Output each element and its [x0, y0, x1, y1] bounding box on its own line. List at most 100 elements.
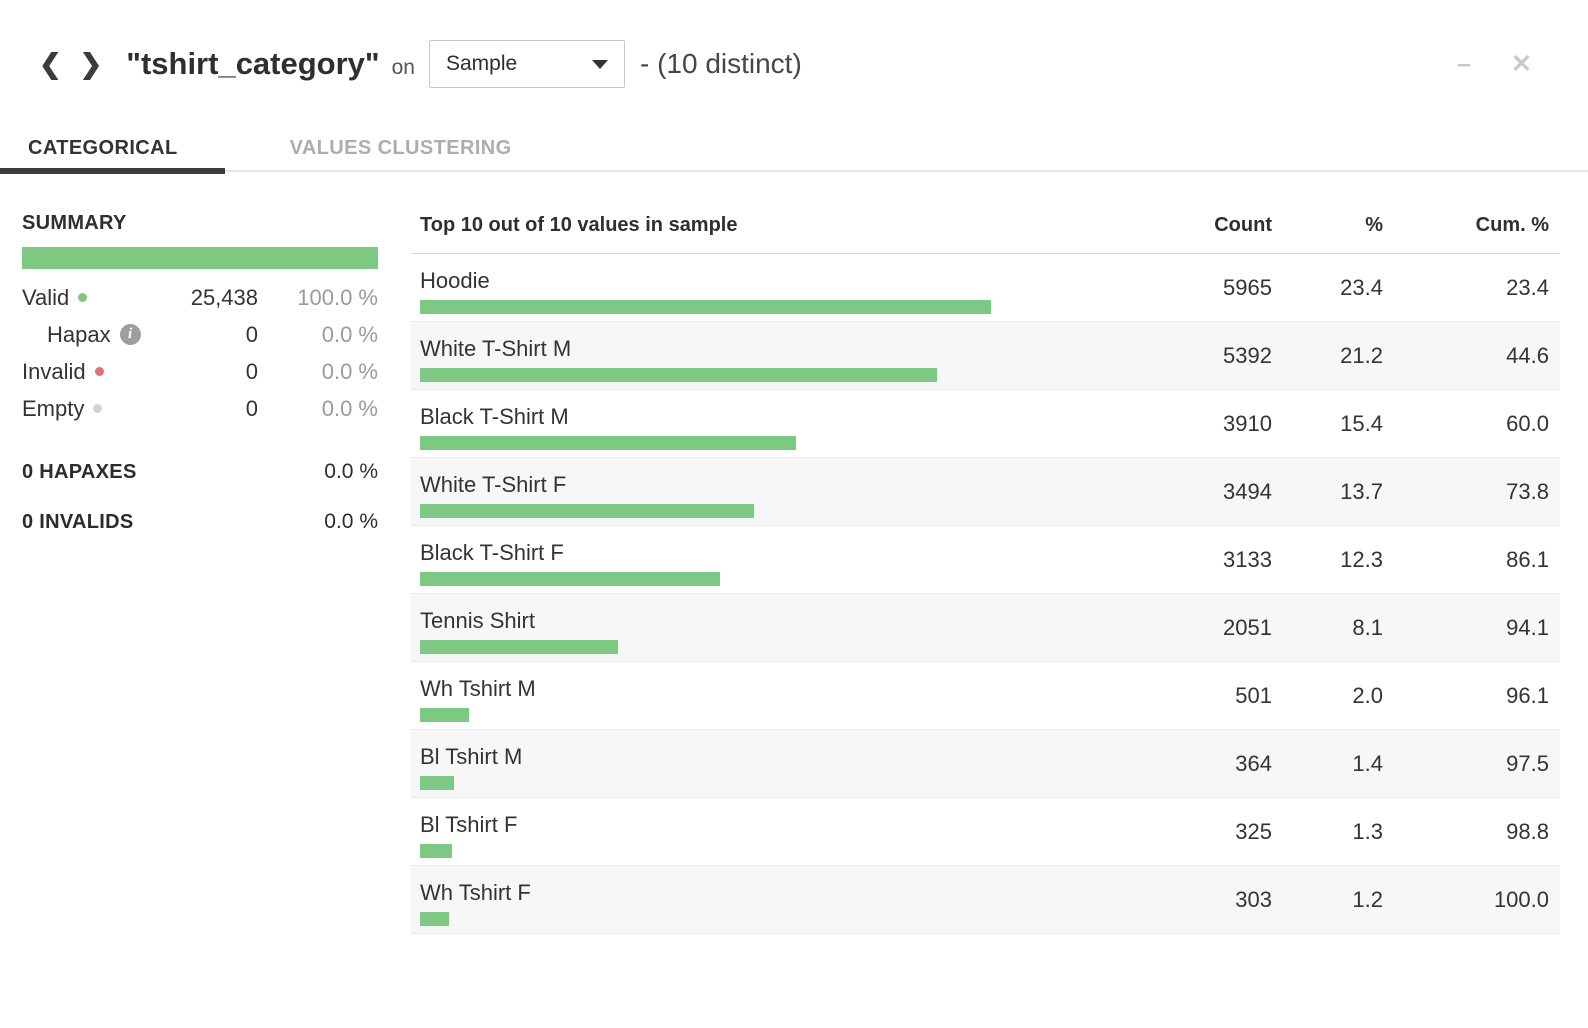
value-cum: 60.0	[1506, 410, 1549, 436]
value-label: Hoodie	[420, 268, 490, 293]
empty-dot-icon	[93, 404, 103, 413]
value-pct: 12.3	[1340, 546, 1383, 572]
value-bar	[420, 572, 721, 587]
next-column-icon[interactable]: ❯	[79, 48, 103, 79]
value-label: Bl Tshirt M	[420, 744, 523, 769]
values-table: Top 10 out of 10 values in sample Count …	[411, 212, 1560, 934]
summary-label: Hapax i	[22, 322, 141, 348]
value-cell: White T-Shirt F	[420, 458, 1152, 525]
value-cell: Black T-Shirt M	[420, 390, 1152, 457]
value-label: Black T-Shirt F	[420, 540, 564, 565]
invalids-pct: 0.0 %	[324, 510, 378, 533]
value-bar	[420, 300, 991, 315]
empty-count: 0	[245, 395, 258, 421]
table-row[interactable]: Black T-Shirt M 3910 15.4 60.0	[411, 390, 1560, 458]
value-cell: Black T-Shirt F	[420, 526, 1152, 593]
table-row[interactable]: Tennis Shirt 2051 8.1 94.1	[411, 594, 1560, 662]
summary-rows: Valid 25,438 100.0 % Hapax i 0 0.0 % Inv…	[22, 279, 378, 427]
table-row[interactable]: Bl Tshirt M 364 1.4 97.5	[411, 730, 1560, 798]
on-label: on	[391, 56, 415, 79]
value-pct: 1.3	[1352, 818, 1383, 844]
values-table-body: Hoodie 5965 23.4 23.4 White T-Shirt M 5392 21.…	[411, 254, 1560, 934]
value-cum: 100.0	[1493, 886, 1549, 912]
hapaxes-label: 0 HAPAXES	[22, 461, 137, 483]
close-icon[interactable]: ✕	[1511, 49, 1532, 78]
value-label: Tennis Shirt	[420, 608, 535, 633]
value-count: 5392	[1223, 342, 1272, 368]
minimize-icon[interactable]: –	[1457, 49, 1472, 78]
summary-label: Empty	[22, 395, 103, 422]
table-row[interactable]: Bl Tshirt F 325 1.3 98.8	[411, 798, 1560, 866]
summary-row-valid: Valid 25,438 100.0 %	[22, 279, 378, 316]
value-cell: Bl Tshirt F	[420, 798, 1152, 865]
summary-label: Invalid	[22, 359, 104, 385]
value-count: 3133	[1223, 546, 1272, 572]
column-header-cum: Cum. %	[1475, 214, 1549, 236]
sample-select-value: Sample	[445, 52, 518, 75]
value-bar	[420, 912, 450, 927]
hapax-count: 0	[245, 321, 258, 347]
empty-label: Empty	[22, 395, 85, 421]
column-header-count: Count	[1214, 214, 1272, 236]
chevron-down-icon	[591, 59, 608, 69]
tab-values-clustering[interactable]: VALUES CLUSTERING	[289, 136, 512, 159]
tab-categorical[interactable]: CATEGORICAL	[28, 136, 178, 159]
value-count: 2051	[1223, 614, 1272, 640]
hapaxes-summary: 0 HAPAXES 0.0 %	[22, 460, 378, 484]
value-bar	[420, 368, 938, 383]
validity-bar	[22, 247, 378, 269]
value-pct: 13.7	[1340, 478, 1383, 504]
hapaxes-pct: 0.0 %	[324, 460, 378, 483]
info-icon[interactable]: i	[119, 324, 141, 345]
value-cum: 86.1	[1506, 546, 1549, 572]
value-count: 364	[1235, 750, 1272, 776]
value-label: White T-Shirt M	[420, 336, 572, 361]
summary-heading: SUMMARY	[22, 212, 127, 234]
value-label: Bl Tshirt F	[420, 812, 518, 837]
value-cell: Wh Tshirt M	[420, 662, 1152, 729]
table-row[interactable]: Wh Tshirt M 501 2.0 96.1	[411, 662, 1560, 730]
value-pct: 8.1	[1352, 614, 1383, 640]
invalid-label: Invalid	[22, 358, 86, 384]
value-cum: 97.5	[1506, 750, 1549, 776]
value-pct: 2.0	[1352, 682, 1383, 708]
active-tab-underline	[0, 168, 225, 174]
prev-column-icon[interactable]: ❮	[39, 48, 62, 79]
value-pct: 1.2	[1352, 886, 1383, 912]
table-row[interactable]: Hoodie 5965 23.4 23.4	[411, 254, 1560, 322]
summary-label: Valid	[22, 284, 88, 311]
invalids-label: 0 INVALIDS	[22, 511, 134, 533]
value-count: 303	[1235, 886, 1272, 912]
empty-pct: 0.0 %	[321, 395, 378, 421]
value-pct: 21.2	[1340, 342, 1383, 368]
valid-pct: 100.0 %	[297, 284, 378, 310]
value-cum: 73.8	[1506, 478, 1549, 504]
sample-select[interactable]: Sample	[428, 40, 625, 88]
column-header-pct: %	[1365, 214, 1383, 236]
value-cum: 98.8	[1506, 818, 1549, 844]
distinct-count-label: - (10 distinct)	[639, 48, 802, 79]
values-table-header: Top 10 out of 10 values in sample Count …	[411, 212, 1560, 254]
tab-bar: CATEGORICAL VALUES CLUSTERING	[0, 126, 1588, 174]
hapax-label: Hapax	[47, 321, 111, 347]
value-bar	[420, 436, 796, 451]
table-row[interactable]: White T-Shirt F 3494 13.7 73.8	[411, 458, 1560, 526]
value-count: 501	[1235, 682, 1272, 708]
hapax-pct: 0.0 %	[321, 321, 378, 347]
valid-label: Valid	[22, 284, 70, 310]
value-cum: 44.6	[1506, 342, 1549, 368]
table-row[interactable]: Black T-Shirt F 3133 12.3 86.1	[411, 526, 1560, 594]
table-row[interactable]: Wh Tshirt F 303 1.2 100.0	[411, 866, 1560, 934]
value-cell: Wh Tshirt F	[420, 866, 1152, 933]
value-count: 3910	[1223, 410, 1272, 436]
table-row[interactable]: White T-Shirt M 5392 21.2 44.6	[411, 322, 1560, 390]
value-cum: 94.1	[1506, 614, 1549, 640]
value-pct: 15.4	[1340, 410, 1383, 436]
window-controls: – ✕	[1457, 49, 1532, 78]
summary-row-hapax: Hapax i 0 0.0 %	[22, 316, 378, 353]
value-bar	[420, 504, 755, 519]
value-count: 5965	[1223, 274, 1272, 300]
value-bar	[420, 708, 469, 723]
value-label: Wh Tshirt M	[420, 676, 536, 701]
invalids-summary: 0 INVALIDS 0.0 %	[22, 510, 378, 534]
